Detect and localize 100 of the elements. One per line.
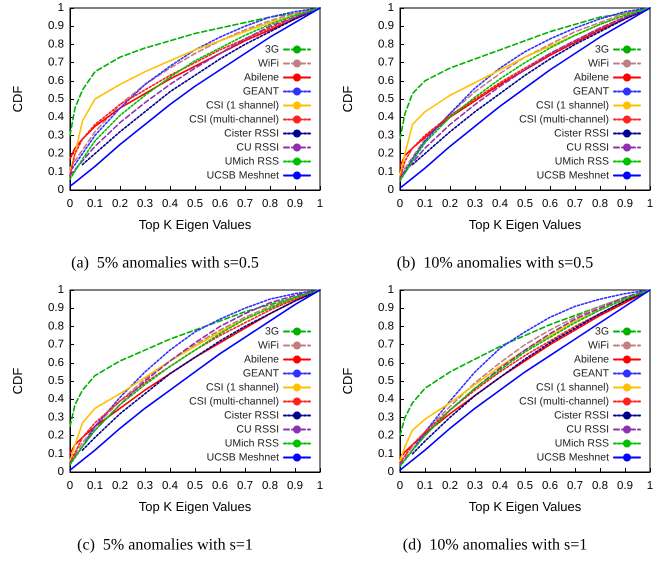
- text: (c) 5% anomalies with s=1: [77, 536, 253, 554]
- x-tick-label: 0.1: [417, 480, 433, 492]
- legend-label: UMich RSS: [224, 156, 279, 168]
- y-tick-label: 0: [58, 184, 64, 196]
- x-tick-label: 0.7: [567, 198, 583, 210]
- legend-label: Abilene: [574, 354, 610, 366]
- y-tick-label: 0.2: [378, 148, 394, 160]
- y-tick-label: 1: [388, 284, 394, 296]
- y-tick-label: 0.9: [378, 302, 394, 314]
- x-tick-label: 0: [66, 480, 74, 492]
- x-tick-label: 0.3: [137, 480, 153, 492]
- y-tick-label: 0.2: [48, 148, 64, 160]
- x-axis-title: Top K Eigen Values: [138, 499, 252, 514]
- legend-label: GEANT: [572, 368, 610, 380]
- y-axis-title: CDF: [10, 368, 25, 394]
- y-tick-label: 0.4: [378, 111, 395, 124]
- x-tick-label: 0.8: [262, 480, 278, 492]
- y-tick-label: 0.6: [378, 74, 394, 87]
- y-tick-label: 0.8: [48, 320, 64, 332]
- y-tick-label: 1: [388, 2, 394, 14]
- legend-label: 3G: [594, 326, 609, 338]
- y-tick-label: 0.6: [48, 356, 64, 369]
- y-axis-title: CDF: [340, 86, 355, 112]
- text: (a) 5% anomalies with s=0.5: [71, 254, 259, 272]
- x-tick-label: 0.2: [442, 480, 458, 492]
- x-tick-label: 0.4: [162, 480, 179, 492]
- x-tick-label: 0.9: [287, 480, 303, 492]
- x-tick-label: 0.3: [467, 480, 483, 492]
- legend-label: CSI (1 shannel): [206, 100, 279, 112]
- legend-label: Abilene: [574, 72, 610, 84]
- x-tick-label: 0.1: [87, 198, 103, 210]
- y-axis-title: CDF: [10, 86, 25, 112]
- x-tick-label: 0.7: [237, 480, 253, 492]
- y-tick-label: 0.3: [48, 411, 64, 424]
- x-tick-label: 0.2: [442, 198, 458, 210]
- legend-label: UCSB Meshnet: [536, 170, 610, 182]
- x-tick-label: 0.6: [212, 198, 228, 210]
- y-tick-label: 0.4: [378, 393, 395, 406]
- x-tick-label: 0.9: [287, 198, 303, 210]
- y-tick-label: 0.1: [378, 448, 394, 460]
- y-tick-label: 0.8: [48, 38, 64, 50]
- x-axis-title: Top K Eigen Values: [468, 499, 582, 514]
- x-tick-label: 1: [646, 480, 654, 492]
- y-tick-label: 0.8: [378, 320, 394, 332]
- x-tick-label: 0: [396, 480, 404, 492]
- x-tick-label: 0.2: [112, 480, 128, 492]
- x-tick-label: 1: [316, 480, 324, 492]
- legend-label: 3G: [594, 44, 609, 56]
- legend-label: UCSB Meshnet: [206, 170, 280, 182]
- y-tick-label: 1: [58, 2, 64, 14]
- y-tick-label: 0.5: [48, 93, 64, 105]
- x-tick-label: 0.1: [87, 480, 103, 492]
- y-tick-label: 0.2: [48, 430, 64, 442]
- x-axis-title: Top K Eigen Values: [138, 217, 252, 232]
- y-tick-label: 0.3: [48, 129, 64, 142]
- legend-label: UMich RSS: [224, 438, 279, 450]
- y-tick-label: 0.7: [378, 338, 394, 351]
- y-tick-label: 0.9: [378, 20, 394, 32]
- x-tick-label: 0.6: [212, 480, 228, 492]
- legend-label: WiFi: [588, 58, 609, 70]
- y-tick-label: 0: [388, 184, 394, 196]
- y-tick-label: 0.5: [48, 375, 64, 387]
- y-tick-label: 0.3: [378, 129, 394, 142]
- y-tick-label: 0.7: [48, 56, 64, 69]
- x-tick-label: 1: [646, 198, 654, 210]
- x-tick-label: 0.1: [417, 198, 433, 210]
- text: (d) 10% anomalies with s=1: [402, 536, 588, 554]
- y-tick-label: 0.5: [378, 375, 394, 387]
- x-tick-label: 0.3: [137, 198, 153, 210]
- x-tick-label: 0.2: [112, 198, 128, 210]
- legend-label: Cister RSSI: [554, 128, 609, 140]
- y-tick-label: 0: [58, 466, 64, 478]
- x-tick-label: 0.9: [617, 480, 633, 492]
- x-tick-label: 0.7: [237, 198, 253, 210]
- y-tick-label: 1: [58, 284, 64, 296]
- y-tick-label: 0.1: [48, 166, 64, 178]
- legend-label: CU RSSI: [236, 424, 279, 436]
- x-tick-label: 0.8: [592, 480, 608, 492]
- x-tick-label: 0.6: [542, 198, 558, 210]
- legend-label: 3G: [264, 326, 279, 338]
- y-tick-label: 0.5: [378, 93, 394, 105]
- y-tick-label: 0.6: [378, 356, 394, 369]
- x-tick-label: 0.7: [567, 480, 583, 492]
- legend-label: Abilene: [244, 72, 280, 84]
- legend-label: CSI (multi-channel): [519, 114, 609, 126]
- legend-label: GEANT: [242, 368, 280, 380]
- y-tick-label: 0.2: [378, 430, 394, 442]
- legend-label: WiFi: [258, 340, 279, 352]
- x-tick-label: 0.5: [517, 480, 533, 492]
- y-tick-label: 0.7: [48, 338, 64, 351]
- legend-label: Abilene: [244, 354, 280, 366]
- legend-label: Cister RSSI: [224, 128, 279, 140]
- y-tick-label: 0.3: [378, 411, 394, 424]
- legend-label: GEANT: [572, 86, 610, 98]
- legend-label: UCSB Meshnet: [206, 452, 280, 464]
- y-tick-label: 0.9: [48, 20, 64, 32]
- text: (b) 10% anomalies with s=0.5: [396, 254, 594, 272]
- legend-label: CSI (1 shannel): [536, 100, 609, 112]
- y-tick-label: 0.4: [48, 111, 65, 124]
- legend-label: Cister RSSI: [554, 410, 609, 422]
